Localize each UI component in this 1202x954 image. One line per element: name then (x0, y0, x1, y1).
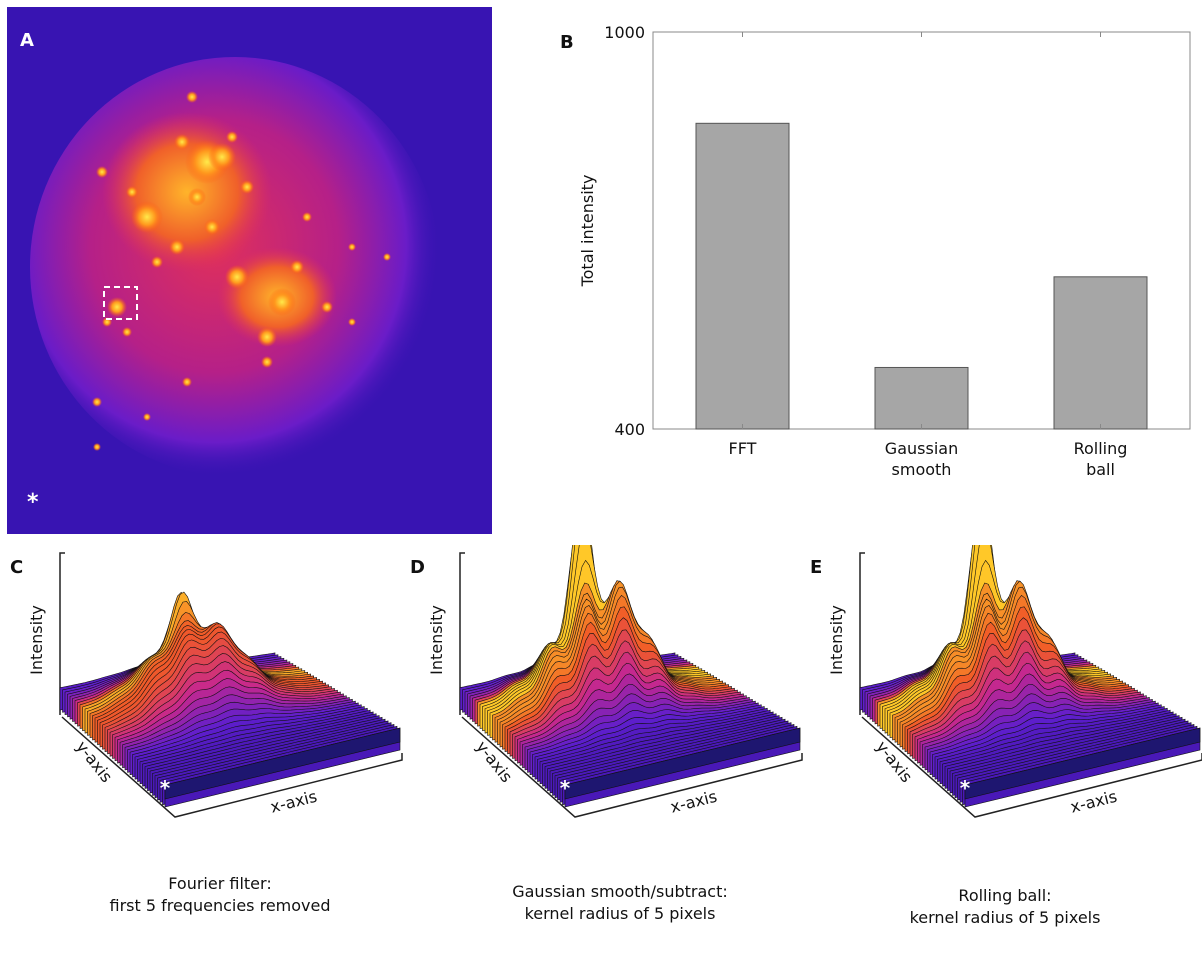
y-tick-label: 1000 (604, 23, 645, 42)
x-tick-label: Gaussian (885, 439, 958, 458)
fluorescent-spot (143, 413, 151, 421)
panel-a-marker: * (27, 490, 39, 515)
fluorescent-spot (188, 188, 206, 206)
caption-e-line2: kernel radius of 5 pixels (909, 908, 1101, 927)
fluorescent-spot (122, 327, 132, 337)
caption-e: Rolling ball: kernel radius of 5 pixels (815, 885, 1195, 929)
x-tick-label: Rolling (1074, 439, 1128, 458)
bar-chart: FFT Gaussian smooth Rolling ball 400 1000 Total… (578, 23, 1191, 479)
fluorescent-spot (92, 397, 102, 407)
fluorescent-spot (240, 180, 254, 194)
fluorescent-spot (257, 327, 277, 347)
fluorescent-spot (348, 318, 356, 326)
caption-c: Fourier filter: first 5 frequencies remo… (20, 873, 420, 917)
caption-c-line1: Fourier filter: (168, 874, 272, 893)
selection-box (103, 286, 138, 320)
x-tick-label: smooth (892, 460, 952, 479)
fluorescent-spot (268, 288, 296, 316)
panel-a-label: A (20, 30, 34, 51)
fluorescent-spots (92, 91, 391, 451)
y-tick-label: 400 (614, 420, 645, 439)
caption-d: Gaussian smooth/subtract: kernel radius … (420, 881, 820, 925)
corner-marker: * (560, 776, 571, 800)
caption-e-line1: Rolling ball: (958, 886, 1052, 905)
surface-base (964, 727, 1201, 800)
bar-0 (695, 122, 790, 430)
fluorescent-spot (290, 260, 304, 274)
intensity-axis-label: Intensity (427, 605, 446, 675)
surface-base (564, 727, 801, 800)
fluorescent-spot (131, 201, 163, 233)
corner-marker: * (960, 776, 971, 800)
fluorescent-spot (169, 239, 185, 255)
fluorescence-image (7, 7, 492, 534)
fluorescent-spot (182, 377, 192, 387)
y-axis-label: Total intensity (578, 175, 597, 288)
fluorescent-spot (126, 186, 138, 198)
caption-c-line2: first 5 frequencies removed (109, 896, 331, 915)
bar-2 (1053, 276, 1148, 430)
z-axis-line (59, 552, 65, 715)
fluorescent-spot (383, 253, 391, 261)
intensity-axis-label: Intensity (27, 605, 46, 675)
fluorescent-spot (225, 265, 249, 289)
panel-d-label: D (410, 557, 425, 578)
fluorescent-spot (93, 443, 101, 451)
x-tick-label: FFT (729, 439, 757, 458)
panel-b-label: B (560, 32, 574, 53)
x-tick-label: ball (1086, 460, 1115, 479)
fluorescent-spot (186, 91, 198, 103)
panel-c-label: C (10, 557, 24, 578)
xy-axis-lines (861, 716, 1202, 818)
fluorescent-spot (96, 166, 108, 178)
xy-axis-lines (461, 716, 803, 818)
xy-axis-lines (61, 716, 403, 818)
caption-d-line1: Gaussian smooth/subtract: (512, 882, 728, 901)
panel-e-label: E (810, 557, 823, 578)
fluorescent-spot (107, 297, 127, 317)
fluorescent-spot (348, 243, 356, 251)
fluorescent-spot (321, 301, 333, 313)
fluorescent-spot (204, 219, 220, 235)
bar-1 (874, 366, 969, 430)
fluorescent-spot (261, 356, 273, 368)
fluorescent-spot (302, 212, 312, 222)
fluorescent-spot (151, 256, 163, 268)
surface-base (164, 727, 401, 800)
corner-marker: * (160, 776, 171, 800)
z-axis-line (859, 552, 865, 715)
fluorescent-spot (174, 134, 190, 150)
fluorescent-spot (226, 131, 238, 143)
z-axis-line (459, 552, 465, 715)
fluorescent-spot (208, 143, 236, 171)
intensity-axis-label: Intensity (827, 605, 846, 675)
caption-d-line2: kernel radius of 5 pixels (524, 904, 716, 923)
